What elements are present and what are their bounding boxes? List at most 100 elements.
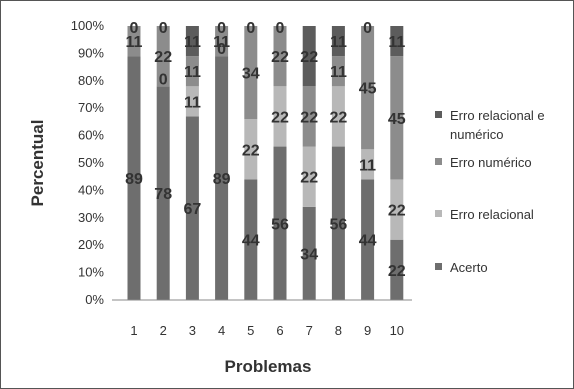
bar-segment xyxy=(302,206,316,300)
data-label: 67 xyxy=(184,201,202,218)
data-label: 22 xyxy=(271,49,289,66)
x-tick-label: 7 xyxy=(306,323,313,338)
data-label: 11 xyxy=(184,64,201,81)
x-tick-label: 6 xyxy=(276,323,283,338)
data-label: 11 xyxy=(330,34,347,51)
bar-segment xyxy=(185,86,199,117)
x-tick-label: 5 xyxy=(247,323,254,338)
data-label: 22 xyxy=(242,142,260,159)
legend-label: Erro numérico xyxy=(450,155,532,170)
data-label: 22 xyxy=(300,109,318,126)
bar-segment xyxy=(215,26,229,57)
data-label: 44 xyxy=(242,233,260,250)
bar-segment xyxy=(127,56,141,300)
data-label: 45 xyxy=(388,111,406,128)
legend-label: Erro relacional xyxy=(450,207,534,222)
data-label: 22 xyxy=(300,170,318,187)
data-label: 0 xyxy=(217,41,226,58)
y-axis-title: Percentual xyxy=(28,120,47,207)
data-label: 22 xyxy=(300,49,318,66)
bar-segment xyxy=(244,179,258,300)
data-label: 0 xyxy=(159,20,168,37)
y-tick-label: 90% xyxy=(78,45,104,60)
data-label: 11 xyxy=(184,34,201,51)
legend-label: Erro relacional e xyxy=(450,108,545,123)
legend-swatch xyxy=(435,263,442,270)
bar-segment xyxy=(127,26,141,57)
y-tick-label: 0% xyxy=(85,292,104,307)
y-tick-label: 60% xyxy=(78,128,104,143)
bar-segment xyxy=(331,146,345,300)
data-label: 0 xyxy=(363,20,372,37)
data-label: 11 xyxy=(126,34,143,51)
data-label: 0 xyxy=(217,20,226,37)
bar-segment xyxy=(273,86,287,147)
bar-segment xyxy=(361,26,375,150)
bar-segment xyxy=(185,26,199,57)
bar-segment xyxy=(156,26,170,87)
data-label: 89 xyxy=(125,171,143,188)
data-label: 89 xyxy=(213,171,231,188)
bar-segment xyxy=(331,86,345,147)
bar-segment xyxy=(361,179,375,300)
x-axis-ticks: 1 2 3 4 5 6 7 8 9 10 xyxy=(130,323,404,338)
data-label: 0 xyxy=(246,20,255,37)
y-tick-label: 80% xyxy=(78,73,104,88)
bar-segment xyxy=(331,26,345,57)
bar-segment xyxy=(302,146,316,207)
x-tick-label: 10 xyxy=(390,323,404,338)
bar-segment xyxy=(390,56,404,180)
data-label: 0 xyxy=(159,71,168,88)
x-tick-label: 3 xyxy=(189,323,196,338)
bar-segment xyxy=(361,149,375,180)
legend-label: numérico xyxy=(450,127,503,142)
bar-segment xyxy=(273,146,287,300)
data-label: 78 xyxy=(154,186,172,203)
data-label: 45 xyxy=(359,81,377,98)
x-axis-title: Problemas xyxy=(225,357,312,376)
data-label: 11 xyxy=(359,157,376,174)
bar-segment xyxy=(331,56,345,87)
y-tick-label: 40% xyxy=(78,182,104,197)
x-tick-label: 2 xyxy=(160,323,167,338)
data-label: 11 xyxy=(388,34,405,51)
data-label: 34 xyxy=(242,66,260,83)
data-label: 22 xyxy=(388,203,406,220)
data-label: 44 xyxy=(359,233,377,250)
data-label: 56 xyxy=(271,216,289,233)
x-tick-label: 1 xyxy=(130,323,137,338)
y-tick-label: 30% xyxy=(78,210,104,225)
y-tick-label: 70% xyxy=(78,100,104,115)
legend-swatch xyxy=(435,111,442,118)
bar-segment xyxy=(185,116,199,300)
x-tick-label: 9 xyxy=(364,323,371,338)
data-label: 22 xyxy=(271,109,289,126)
data-labels: 8911078022067111111890110442234056222203… xyxy=(125,20,406,280)
data-label: 22 xyxy=(388,263,406,280)
y-axis-ticks: 0% 10% 20% 30% 40% 50% 60% 70% 80% 90% 100% xyxy=(71,18,105,307)
bar-segment xyxy=(390,26,404,57)
data-label: 22 xyxy=(154,49,172,66)
bar-segment xyxy=(185,56,199,87)
legend-label: Acerto xyxy=(450,260,488,275)
bar-segment xyxy=(215,56,229,300)
y-tick-label: 50% xyxy=(78,155,104,170)
data-label: 11 xyxy=(330,64,347,81)
x-tick-label: 8 xyxy=(335,323,342,338)
data-label: 11 xyxy=(184,94,201,111)
data-label: 0 xyxy=(276,20,285,37)
y-tick-label: 100% xyxy=(71,18,105,33)
legend-swatch xyxy=(435,158,442,165)
data-label: 56 xyxy=(330,216,348,233)
bar-segment xyxy=(390,179,404,240)
bar-segment xyxy=(244,119,258,180)
y-tick-label: 20% xyxy=(78,237,104,252)
bar-segment xyxy=(244,26,258,120)
data-label: 22 xyxy=(330,109,348,126)
data-label: 0 xyxy=(130,20,139,37)
bar-segment xyxy=(302,26,316,87)
bar-segment xyxy=(156,86,170,300)
y-tick-label: 10% xyxy=(78,265,104,280)
